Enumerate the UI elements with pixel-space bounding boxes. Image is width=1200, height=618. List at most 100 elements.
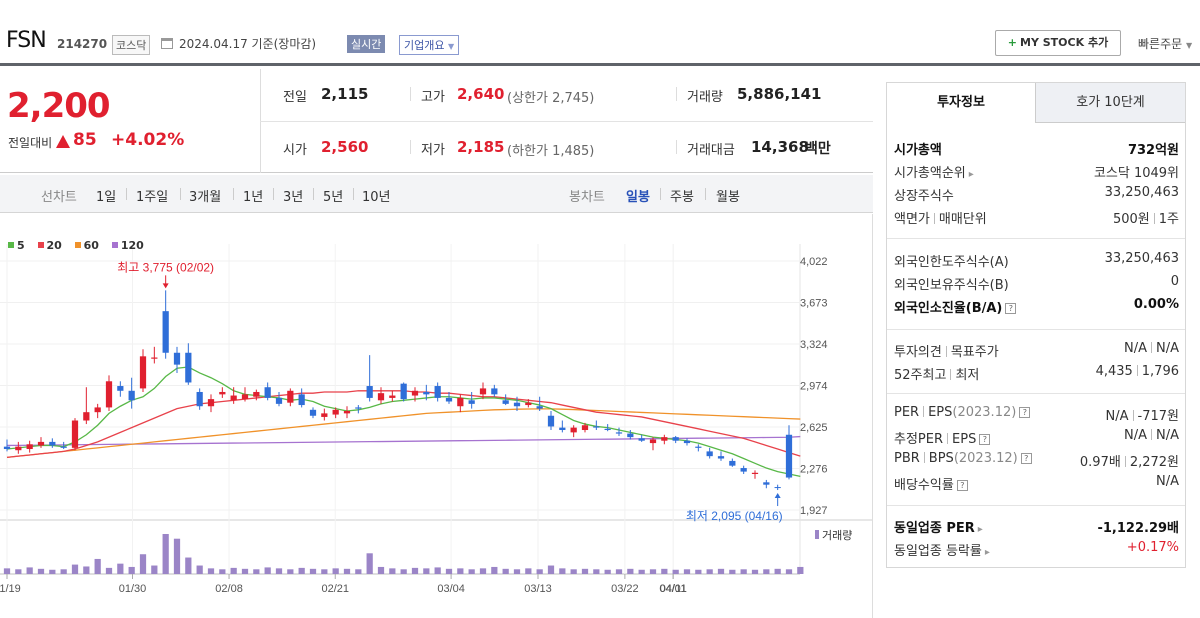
my-stock-add-button[interactable]: + MY STOCK 추가 — [995, 30, 1121, 56]
period-tab-3m[interactable]: 3개월 — [189, 190, 222, 205]
x-tick-label: 01/30 — [119, 583, 147, 595]
info-row-label: 외국인소진율(B/A)? — [894, 297, 1017, 316]
period-tab-1w[interactable]: 1주일 — [136, 190, 169, 205]
volume-bar — [49, 569, 56, 574]
divider — [1151, 342, 1152, 353]
volume-bar — [525, 568, 532, 574]
volume-bar — [117, 563, 124, 574]
divider — [1124, 456, 1126, 467]
volume-bar — [275, 568, 283, 574]
candle-tab-daily[interactable]: 일봉 — [626, 190, 650, 205]
info-row-value: 33,250,463 — [1105, 185, 1179, 200]
legend-label: 5 — [17, 239, 25, 252]
info-label-text: PBR — [894, 451, 920, 466]
candle-tab-weekly[interactable]: 주봉 — [670, 190, 694, 205]
realtime-button[interactable]: 실시간 — [347, 35, 386, 53]
info-label-text: 동일업종 PER — [894, 521, 975, 536]
divider — [676, 140, 677, 154]
info-row-label: PER EPS(2023.12)? — [894, 405, 1031, 420]
info-label-text: 52주최고 — [894, 368, 947, 383]
divider — [233, 188, 234, 200]
quick-order-button[interactable]: 빠른주문 ▼ — [1138, 35, 1192, 52]
candle-body — [774, 487, 781, 489]
volume-bar — [797, 566, 804, 574]
volume-bar — [502, 568, 509, 574]
volume-bar — [241, 568, 249, 574]
help-icon[interactable]: ? — [1020, 453, 1032, 464]
tab-orderbook-10[interactable]: 호가 10단계 — [1036, 83, 1185, 123]
info-row: 동일업종 등락률 ▸ +0.17% — [887, 540, 1185, 560]
volume-bar — [729, 569, 736, 574]
candle-body — [717, 456, 725, 459]
upper-limit: (상한가 2,745) — [507, 91, 595, 106]
candle-body — [377, 393, 385, 401]
info-row-label[interactable]: 동일업종 등락률 ▸ — [894, 540, 990, 559]
stock-code: 214270 — [57, 37, 108, 51]
volume-bar — [3, 568, 11, 574]
volume-bar — [491, 566, 498, 574]
company-overview-button[interactable]: 기업개요 ▼ — [399, 35, 460, 55]
info-row-label[interactable]: 시가총액순위 ▸ — [894, 162, 974, 181]
x-tick-label: 04/11 — [660, 583, 687, 595]
volume-bar — [83, 566, 90, 574]
info-label-text: 배당수익률 — [894, 478, 954, 493]
info-row-label[interactable]: 동일업종 PER ▸ — [894, 517, 983, 536]
info-value-text: N/A — [1124, 428, 1147, 443]
info-value-text: 0.97배 — [1079, 455, 1121, 470]
candle-body — [366, 386, 373, 398]
x-tick-label: 03/22 — [611, 583, 639, 595]
trade-amount-unit: 백만 — [805, 141, 831, 157]
period-tab-1d[interactable]: 1일 — [96, 190, 117, 205]
info-row-value: 0.97배 2,272원 — [1080, 451, 1179, 470]
legend-swatch — [8, 242, 14, 248]
volume-bar — [695, 569, 702, 574]
divider — [887, 329, 1185, 330]
x-tick-label: 02/08 — [215, 583, 243, 595]
candle-body — [785, 434, 793, 478]
low-value: 2,185 — [457, 138, 505, 156]
volume-bar — [151, 565, 158, 574]
info-row: 외국인보유주식수(B) 0 — [887, 274, 1185, 294]
volume-bar — [219, 569, 226, 574]
divider — [887, 238, 1185, 239]
candle-body — [740, 468, 747, 472]
market-badge: 코스닥 — [112, 35, 151, 55]
help-icon[interactable]: ? — [979, 434, 991, 445]
max-price-arrowhead — [162, 283, 169, 289]
candle-body — [389, 395, 396, 398]
candle-body — [683, 440, 691, 444]
candle-body — [71, 420, 79, 448]
price-chart[interactable]: 4,022 3,673 3,324 2,974 2,625 2,276 1,927 01/19… — [0, 214, 873, 618]
candle-tab-monthly[interactable]: 월봉 — [716, 190, 740, 205]
help-icon[interactable]: ? — [956, 480, 968, 491]
period-tab-5y[interactable]: 5년 — [323, 190, 344, 205]
help-icon[interactable]: ? — [1005, 303, 1017, 314]
quick-order-label: 빠른주문 — [1138, 37, 1183, 51]
candle-body — [332, 409, 339, 415]
stock-name: FSN — [6, 28, 47, 53]
candle-body — [117, 386, 124, 391]
candle-body — [468, 400, 475, 404]
period-tab-3y[interactable]: 3년 — [283, 190, 304, 205]
candle-body — [60, 446, 67, 448]
volume-bar — [60, 569, 67, 574]
min-price-arrowhead — [774, 493, 781, 499]
tab-investment-info[interactable]: 투자정보 — [887, 83, 1036, 123]
legend-item-ma60: 60 — [74, 239, 99, 252]
volume-bar — [627, 568, 634, 574]
candle-body — [264, 387, 271, 398]
volume-bar — [547, 565, 555, 574]
help-icon[interactable]: ? — [1019, 407, 1031, 418]
info-row-value: N/A -717원 — [1106, 405, 1179, 424]
volume-bar — [661, 568, 668, 574]
divider — [923, 452, 925, 463]
period-tab-1y[interactable]: 1년 — [243, 190, 264, 205]
candle-body — [37, 441, 45, 446]
divider — [1151, 429, 1152, 440]
legend-item-ma20: 20 — [37, 239, 62, 252]
divider — [887, 393, 1185, 394]
period-tab-10y[interactable]: 10년 — [362, 190, 391, 205]
open-value: 2,560 — [321, 138, 369, 156]
candle-body — [502, 400, 509, 404]
info-label-text: 목표주가 — [950, 345, 999, 360]
